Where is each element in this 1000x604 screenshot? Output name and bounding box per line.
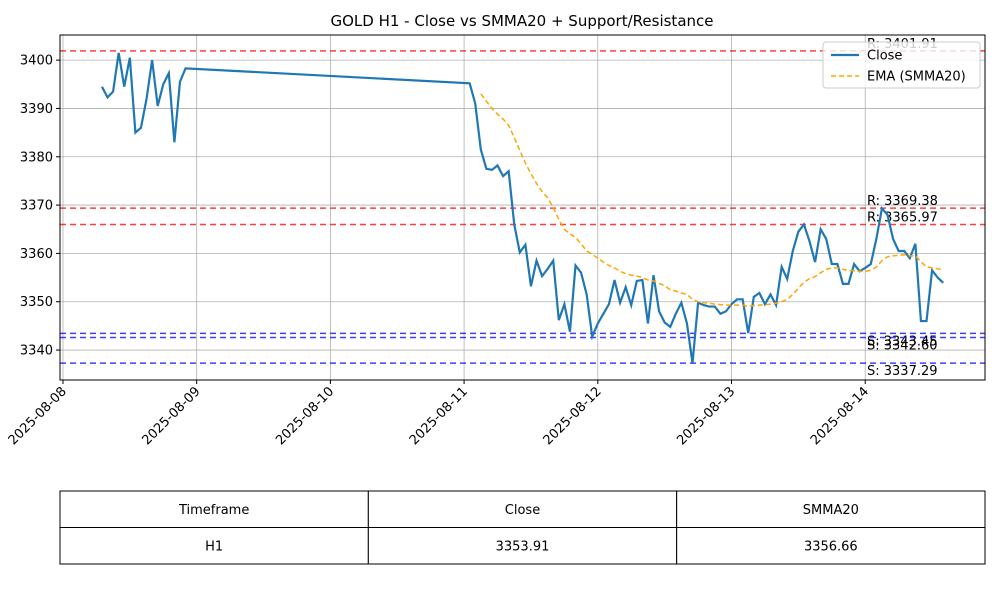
series-line (100, 52, 944, 364)
level-label: S: 3337.29 (867, 364, 938, 379)
x-tick-label: 2025-08-13 (674, 384, 738, 448)
x-tick-label: 2025-08-10 (273, 384, 337, 448)
x-tick-label: 2025-08-12 (541, 384, 605, 448)
legend-label: Close (867, 49, 902, 64)
table-header: Timeframe (178, 503, 249, 518)
table-cell (676, 527, 986, 565)
plot-frame (59, 34, 986, 381)
y-tick-label: 3400 (20, 54, 53, 69)
y-tick-label: 3340 (20, 344, 53, 359)
level-label: S: 3342.60 (867, 338, 938, 353)
legend-box (822, 41, 981, 89)
table-value: H1 (205, 539, 223, 554)
x-tick-label: 2025-08-08 (6, 384, 70, 448)
table-cell (676, 490, 986, 528)
table-cell (59, 527, 369, 565)
table-header: SMMA20 (803, 503, 859, 518)
table-cell (59, 490, 369, 528)
legend-label: EMA (SMMA20) (867, 70, 966, 85)
y-tick-label: 3370 (20, 199, 53, 214)
table-cell (367, 527, 678, 565)
y-tick-label: 3380 (20, 150, 53, 165)
y-tick-label: 3360 (20, 247, 53, 262)
table-cell (367, 490, 678, 528)
y-tick-label: 3390 (20, 102, 53, 117)
x-tick-label: 2025-08-09 (139, 384, 203, 448)
x-tick-label: 2025-08-14 (808, 384, 872, 448)
table-header: Close (505, 503, 540, 518)
x-tick-label: 2025-08-11 (407, 384, 471, 448)
level-label: R: 3369.38 (867, 194, 938, 209)
series-line (480, 93, 944, 308)
y-tick-label: 3350 (20, 295, 53, 310)
level-label: R: 3365.97 (867, 211, 938, 226)
table-value: 3353.91 (496, 539, 550, 554)
table-value: 3356.66 (804, 539, 858, 554)
chart-title: GOLD H1 - Close vs SMMA20 + Support/Resi… (330, 12, 713, 30)
